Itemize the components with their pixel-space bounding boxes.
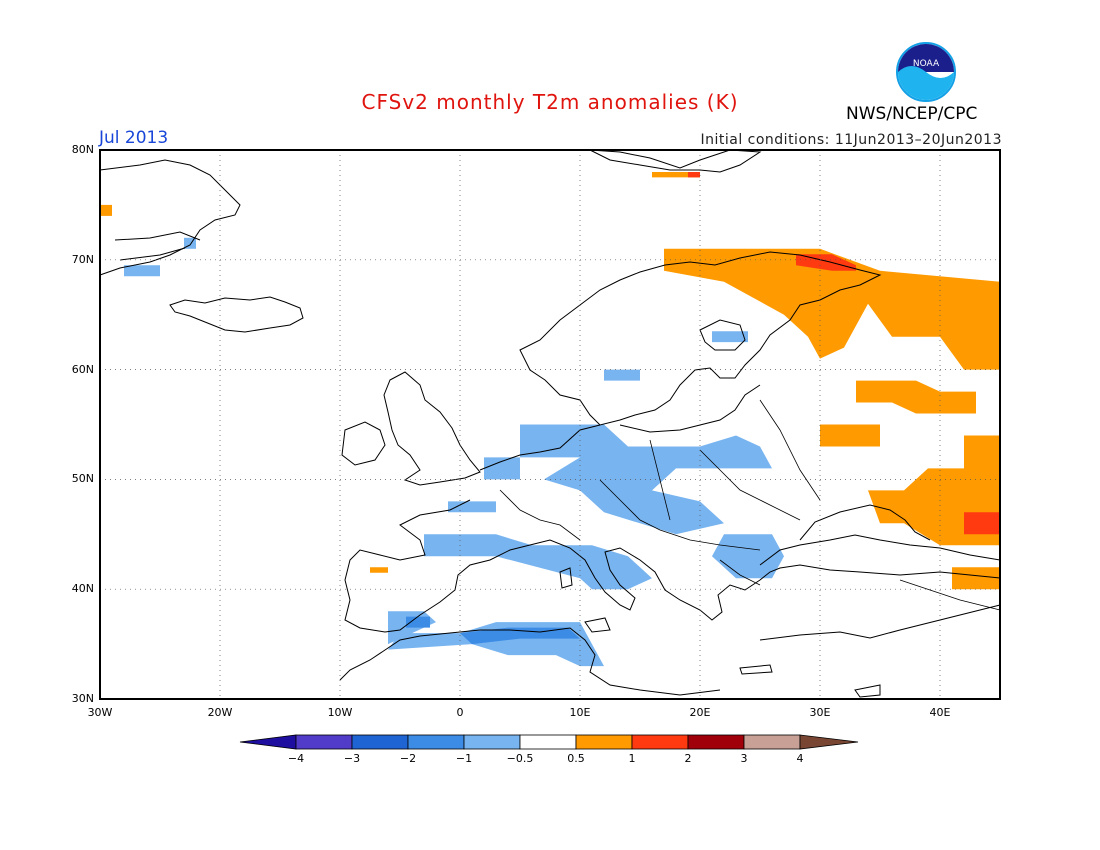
map-frame: [99, 149, 1001, 700]
anomaly-region-france-cool: [448, 501, 496, 513]
anomaly-region-iberia-cooler: [406, 616, 430, 628]
lat-label: 70N: [71, 253, 94, 266]
anomaly-region-russia-mid-warm: [856, 380, 976, 414]
colorbar-segment: [463, 734, 521, 750]
colorbar-label: 2: [684, 752, 692, 765]
anomaly-region-scandinavia-cool: [604, 369, 640, 381]
anomaly-region-benelux-cool: [484, 457, 520, 480]
colorbar-segment: [407, 734, 465, 750]
lon-label: 30E: [809, 706, 831, 719]
colorbar-label: 1: [628, 752, 636, 765]
colorbar-label: −1: [455, 752, 473, 765]
anomaly-region-caucasus-hot: [964, 512, 1000, 535]
agency-label: NWS/NCEP/CPC: [846, 104, 978, 124]
anomaly-region-anatolia-warm: [952, 567, 1000, 590]
lon-label: 40E: [929, 706, 951, 719]
colorbar-segment: [519, 734, 577, 750]
colorbar-arrow-left: [239, 734, 297, 750]
lat-label: 40N: [71, 582, 94, 595]
anomaly-region-iceland-west-cool: [124, 265, 160, 277]
lat-label: 30N: [71, 692, 94, 705]
anomaly-region-svalbard-hot: [688, 172, 700, 178]
colorbar-segment: [295, 734, 353, 750]
anomaly-region-algeria-cool: [460, 627, 580, 645]
colorbar-arrow-right: [799, 734, 859, 750]
anomaly-region-italy-cool: [424, 534, 652, 590]
coastlines: [99, 149, 1001, 698]
lon-label: 10W: [327, 706, 353, 719]
colorbar-segment: [687, 734, 745, 750]
anomaly-region-russia-south-warm: [820, 424, 880, 447]
noaa-logo-icon: NOAA: [896, 42, 956, 102]
colorbar-label: −4: [287, 752, 305, 765]
colorbar-label: 0.5: [567, 752, 585, 765]
colorbar-segment: [575, 734, 633, 750]
graticule: [100, 150, 1000, 699]
colorbar-segment: [351, 734, 409, 750]
lat-label: 60N: [71, 363, 94, 376]
lon-label: 10E: [569, 706, 591, 719]
lon-label: 0: [456, 706, 464, 719]
anomaly-region-finland-cool: [712, 331, 748, 343]
colorbar-label: −0.5: [506, 752, 534, 765]
month-label: Jul 2013: [99, 128, 169, 148]
colorbar-label: 3: [740, 752, 748, 765]
lon-label: 20W: [207, 706, 233, 719]
colorbar-label: 4: [796, 752, 804, 765]
anomaly-region-iberia-warm: [370, 567, 388, 573]
noaa-logo-text: NOAA: [913, 59, 940, 69]
initial-conditions-label: Initial conditions: 11Jun2013–20Jun2013: [700, 132, 1002, 148]
anomaly-region-iceland-west-warm: [100, 204, 112, 216]
lon-label: 20E: [689, 706, 711, 719]
chart-title: CFSv2 monthly T2m anomalies (K): [361, 90, 739, 114]
anomaly-region-north-russia-warm: [664, 248, 1000, 370]
anomaly-region-north-russia-hot: [796, 254, 856, 271]
colorbar-label: −2: [399, 752, 417, 765]
lat-label: 50N: [71, 472, 94, 485]
lat-label: 80N: [71, 143, 94, 156]
lon-label: 30W: [87, 706, 113, 719]
colorbar-segment: [743, 734, 801, 750]
colorbar-label: −3: [343, 752, 361, 765]
colorbar-segment: [631, 734, 689, 750]
